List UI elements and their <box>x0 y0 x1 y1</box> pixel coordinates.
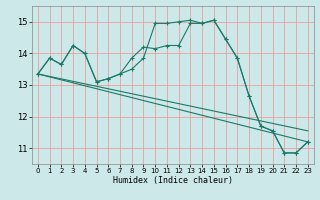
X-axis label: Humidex (Indice chaleur): Humidex (Indice chaleur) <box>113 176 233 185</box>
